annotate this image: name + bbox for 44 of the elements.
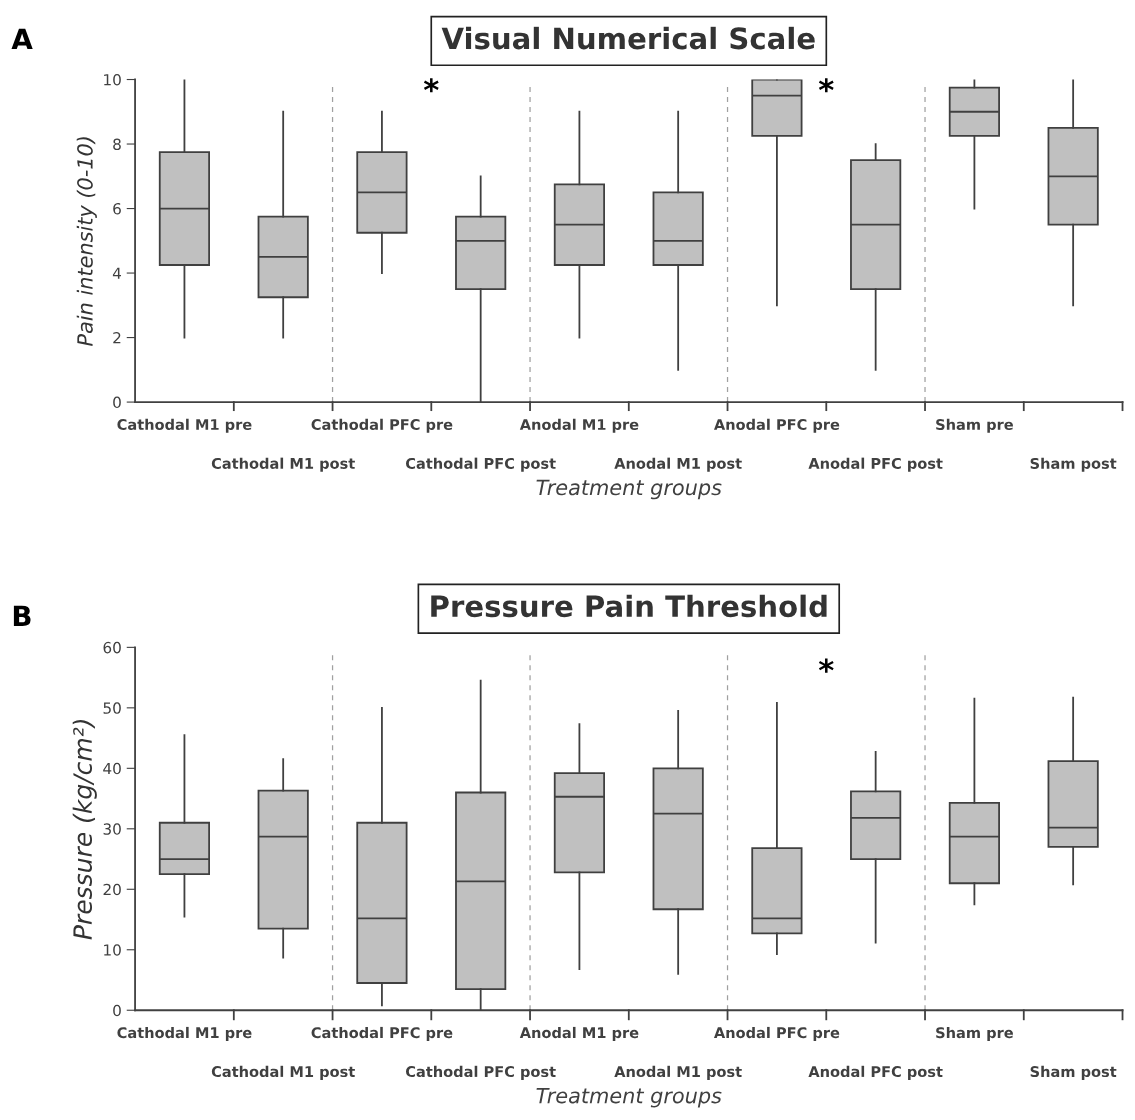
x-tick-label: Anodal M1 pre (519, 418, 639, 433)
y-tick-label: 10 (104, 944, 121, 956)
y-tick-label: 30 (103, 823, 121, 835)
x-axis-title: Treatment groups (536, 1087, 722, 1108)
annotation: * (423, 78, 439, 93)
x-tick-label: Anodal PFC pre (713, 418, 840, 433)
x-axis-title: Treatment groups (536, 479, 722, 500)
x-tick-label: Cathodal PFC post (405, 1065, 556, 1080)
x-tick-label: Cathodal M1 pre (117, 418, 252, 433)
y-tick-label: 8 (113, 138, 121, 151)
annotation: * (818, 78, 834, 93)
x-tick-label: Sham post (1030, 457, 1117, 472)
x-tick-label: Cathodal M1 post (211, 457, 355, 472)
x-tick-label: Cathodal PFC pre (311, 418, 453, 433)
y-tick-label: 4 (112, 267, 122, 279)
text: B (13, 605, 31, 626)
x-tick-label: Anodal M1 pre (519, 1026, 639, 1042)
x-tick-label: Cathodal PFC post (405, 457, 556, 472)
y-tick-label: 6 (113, 203, 121, 215)
x-tick-label: Sham pre (936, 418, 1013, 433)
y-tick-label: 0 (113, 396, 121, 409)
y-tick-label: 60 (103, 641, 121, 654)
y-tick-label: 50 (103, 702, 121, 714)
chart-title: Visual Numerical Scale (441, 26, 815, 50)
x-tick-label: Cathodal PFC pre (311, 1026, 453, 1042)
x-tick-label: Anodal M1 post (614, 457, 742, 472)
chart-title: Pressure Pain Threshold (431, 594, 827, 618)
x-tick-label: Anodal PFC post (808, 457, 943, 472)
text: A (11, 28, 33, 50)
y-axis-title: Pressure (kg/cm²) (72, 720, 97, 940)
x-tick-label: Cathodal M1 post (211, 1065, 355, 1080)
x-tick-label: Sham pre (936, 1026, 1013, 1042)
y-tick-label: 2 (113, 332, 121, 344)
x-tick-label: Anodal PFC pre (713, 1026, 840, 1042)
x-tick-label: Cathodal M1 pre (117, 1026, 252, 1042)
x-tick-label: Anodal M1 post (614, 1065, 742, 1080)
y-tick-label: 20 (103, 883, 121, 896)
x-tick-label: Anodal PFC post (808, 1065, 943, 1080)
y-tick-label: 0 (113, 1004, 121, 1017)
annotation: * (818, 658, 834, 673)
y-tick-label: 40 (103, 762, 121, 775)
x-tick-label: Sham post (1030, 1065, 1117, 1080)
y-axis-title: Pain intensity (0-10) (76, 137, 97, 346)
y-tick-label: 10 (104, 73, 121, 86)
